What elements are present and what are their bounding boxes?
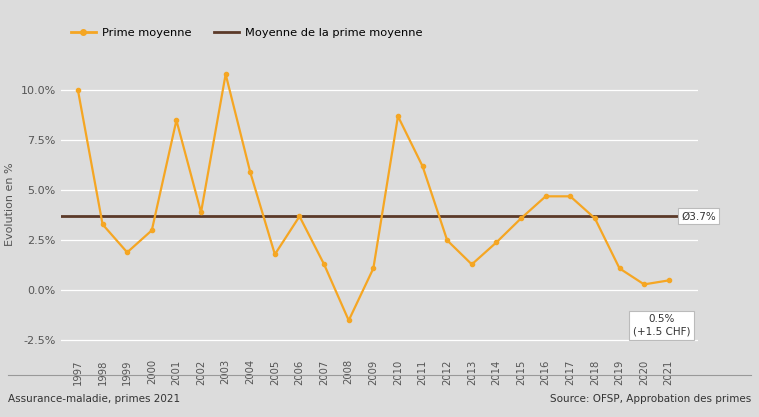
Text: Ø3.7%: Ø3.7% [681, 211, 716, 221]
Legend: Prime moyenne, Moyenne de la prime moyenne: Prime moyenne, Moyenne de la prime moyen… [67, 23, 427, 43]
Text: 0.5%
(+1.5 CHF): 0.5% (+1.5 CHF) [632, 314, 690, 336]
Text: Source: OFSP, Approbation des primes: Source: OFSP, Approbation des primes [550, 394, 751, 404]
Y-axis label: Evolution en %: Evolution en % [5, 163, 15, 246]
Text: Assurance-maladie, primes 2021: Assurance-maladie, primes 2021 [8, 394, 180, 404]
